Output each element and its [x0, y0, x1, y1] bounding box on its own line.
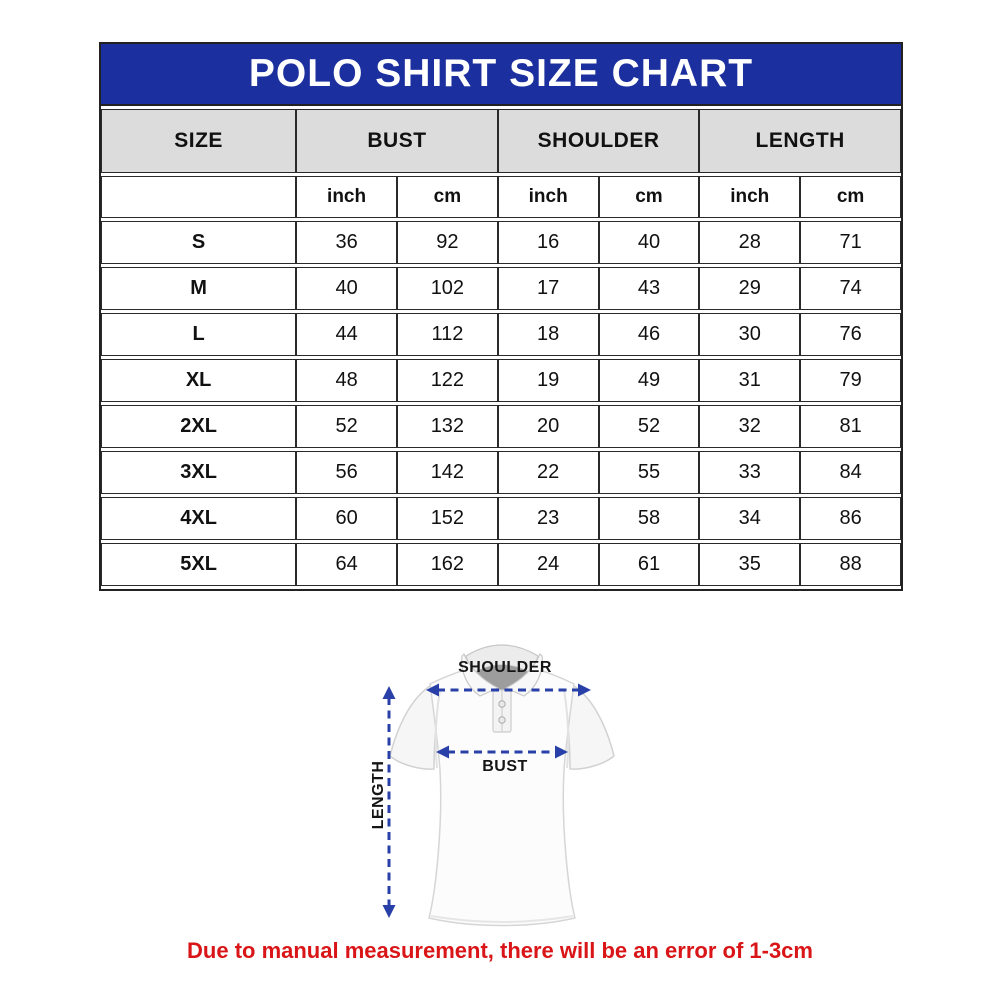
bust-cm-cell: 162 — [396, 543, 498, 586]
size-cell: 3XL — [101, 451, 297, 494]
size-cell: 2XL — [101, 405, 297, 448]
bust-inch-cell: 48 — [296, 359, 397, 402]
bust-inch-cell: 60 — [296, 497, 397, 540]
bust-inch-cell: 64 — [296, 543, 397, 586]
length-cm-cell: 88 — [800, 543, 901, 586]
length-arrow — [382, 686, 396, 918]
shoulder-inch-cell: 23 — [497, 497, 599, 540]
bust-cm-cell: 132 — [396, 405, 498, 448]
polo-shirt-illustration — [382, 644, 615, 927]
table-row-xl: XL 48 122 19 49 31 79 — [101, 359, 901, 402]
unit-blank-cell — [101, 176, 297, 218]
size-cell: XL — [101, 359, 297, 402]
column-header-row: SIZE BUST SHOULDER LENGTH — [101, 109, 901, 173]
table-row-m: M 40 102 17 43 29 74 — [101, 267, 901, 310]
table-row-s: S 36 92 16 40 28 71 — [101, 221, 901, 264]
shoulder-cm-cell: 52 — [598, 405, 700, 448]
length-label: LENGTH — [370, 760, 387, 830]
shoulder-inch-cell: 24 — [497, 543, 599, 586]
shoulder-inch-cell: 16 — [497, 221, 599, 264]
col-header-bust: BUST — [296, 109, 498, 173]
shoulder-arrow — [426, 683, 591, 697]
bust-inch-cell: 36 — [296, 221, 397, 264]
table-row-l: L 44 112 18 46 30 76 — [101, 313, 901, 356]
size-cell: L — [101, 313, 297, 356]
length-inch-cell: 35 — [699, 543, 801, 586]
bust-cm-cell: 122 — [396, 359, 498, 402]
table-row-3xl: 3XL 56 142 22 55 33 84 — [101, 451, 901, 494]
unit-length-inch: inch — [699, 176, 801, 218]
shoulder-inch-cell: 20 — [497, 405, 599, 448]
length-cm-cell: 71 — [800, 221, 901, 264]
unit-bust-cm: cm — [396, 176, 498, 218]
bust-label: BUST — [482, 758, 528, 775]
table-row-2xl: 2XL 52 132 20 52 32 81 — [101, 405, 901, 448]
shoulder-cm-cell: 49 — [598, 359, 700, 402]
size-chart-table: POLO SHIRT SIZE CHART SIZE BUST SHOULDER… — [99, 42, 903, 591]
size-cell: S — [101, 221, 297, 264]
length-cm-cell: 84 — [800, 451, 901, 494]
size-cell: 5XL — [101, 543, 297, 586]
length-cm-cell: 74 — [800, 267, 901, 310]
shoulder-inch-cell: 19 — [497, 359, 599, 402]
col-header-length: LENGTH — [699, 109, 901, 173]
bust-inch-cell: 44 — [296, 313, 397, 356]
bust-arrow — [436, 745, 568, 759]
table-row-4xl: 4XL 60 152 23 58 34 86 — [101, 497, 901, 540]
bust-inch-cell: 52 — [296, 405, 397, 448]
bust-cm-cell: 92 — [396, 221, 498, 264]
bust-cm-cell: 112 — [396, 313, 498, 356]
unit-shoulder-inch: inch — [497, 176, 599, 218]
size-table: SIZE BUST SHOULDER LENGTH inch cm inch c… — [101, 106, 901, 589]
length-inch-cell: 31 — [699, 359, 801, 402]
shoulder-inch-cell: 18 — [497, 313, 599, 356]
unit-bust-inch: inch — [296, 176, 397, 218]
shoulder-cm-cell: 43 — [598, 267, 700, 310]
bust-inch-cell: 56 — [296, 451, 397, 494]
length-inch-cell: 30 — [699, 313, 801, 356]
shoulder-cm-cell: 40 — [598, 221, 700, 264]
bust-cm-cell: 102 — [396, 267, 498, 310]
bust-cm-cell: 142 — [396, 451, 498, 494]
unit-header-row: inch cm inch cm inch cm — [101, 176, 901, 218]
shoulder-cm-cell: 61 — [598, 543, 700, 586]
measurement-error-note: Due to manual measurement, there will be… — [187, 938, 813, 963]
length-cm-cell: 79 — [800, 359, 901, 402]
shoulder-label: SHOULDER — [458, 659, 552, 676]
table-row-5xl: 5XL 64 162 24 61 35 88 — [101, 543, 901, 586]
shoulder-inch-cell: 17 — [497, 267, 599, 310]
chart-title: POLO SHIRT SIZE CHART — [101, 44, 901, 106]
length-inch-cell: 28 — [699, 221, 801, 264]
length-cm-cell: 81 — [800, 405, 901, 448]
length-cm-cell: 76 — [800, 313, 901, 356]
unit-shoulder-cm: cm — [598, 176, 700, 218]
size-cell: M — [101, 267, 297, 310]
col-header-size: SIZE — [101, 109, 297, 173]
unit-length-cm: cm — [800, 176, 901, 218]
bust-cm-cell: 152 — [396, 497, 498, 540]
length-inch-cell: 34 — [699, 497, 801, 540]
length-cm-cell: 86 — [800, 497, 901, 540]
shoulder-cm-cell: 55 — [598, 451, 700, 494]
length-inch-cell: 32 — [699, 405, 801, 448]
shoulder-cm-cell: 58 — [598, 497, 700, 540]
length-inch-cell: 33 — [699, 451, 801, 494]
col-header-shoulder: SHOULDER — [497, 109, 700, 173]
length-inch-cell: 29 — [699, 267, 801, 310]
shoulder-inch-cell: 22 — [497, 451, 599, 494]
size-cell: 4XL — [101, 497, 297, 540]
measurement-diagram: SHOULDER BUST LENGTH — [330, 628, 670, 938]
shoulder-cm-cell: 46 — [598, 313, 700, 356]
bust-inch-cell: 40 — [296, 267, 397, 310]
